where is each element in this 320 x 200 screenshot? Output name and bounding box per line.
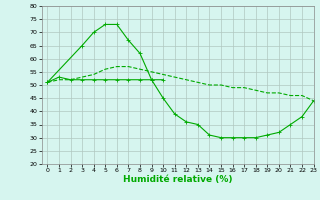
X-axis label: Humidité relative (%): Humidité relative (%) [123,175,232,184]
